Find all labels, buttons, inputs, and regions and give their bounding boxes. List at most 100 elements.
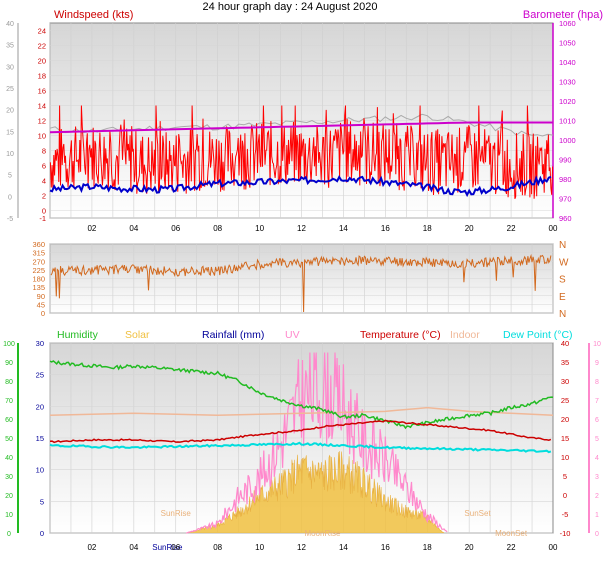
wind-ytick-12: 12 [38,117,46,126]
solar-area [186,451,445,534]
wind-ytick-8: 8 [42,147,46,156]
windspeed-line [49,105,554,199]
temp-ytick--10: -10 [560,529,571,538]
uv-ytick-2: 2 [595,493,599,500]
temp-ytick-10: 10 [561,453,569,462]
uv-ytick-7: 7 [595,398,599,405]
dir-ytick-135: 135 [32,283,45,292]
baro-ytick-1030: 1030 [559,78,576,87]
direction-line [50,253,552,313]
wind-ytick-22: 22 [38,42,46,51]
page-title: 24 hour graph day : 24 August 2020 [203,1,378,13]
baro-ytick-980: 980 [559,175,572,184]
wind-ytick-6: 6 [42,162,46,171]
legend-5: Indoor [450,329,480,341]
sunrise-axis-annotation: SunRise [152,543,183,552]
legend-2: Rainfall (mm) [202,329,264,341]
rain-ytick-5: 5 [40,497,44,506]
compass-N-4: N [559,309,566,320]
wind-ytick-14: 14 [38,102,46,111]
compass-S-2: S [559,275,566,286]
rain-ytick-20: 20 [36,402,44,411]
wind-xtick-10: 10 [255,224,264,233]
indoor-line [49,406,554,416]
rain-ytick-15: 15 [36,434,44,443]
climate-xtick-04: 04 [129,543,138,552]
legend-4: Temperature (°C) [360,329,441,341]
dir-ytick-90: 90 [37,292,45,301]
humidity-line [49,360,554,430]
humidity-ytick-70: 70 [5,398,13,405]
dir-ytick-360: 360 [32,240,45,249]
baro-ytick-1050: 1050 [559,39,576,48]
dewpoint-line [49,441,552,454]
humidity-ytick-30: 30 [5,474,13,481]
wind-baro-panel: -1024681012141618202224-5051015202530354… [6,9,603,233]
uv-ytick-8: 8 [595,379,599,386]
dir-ytick-225: 225 [32,266,45,275]
temp-ytick-40: 40 [561,339,569,348]
temp-ytick-25: 25 [561,396,569,405]
sunrise-annotation: SunRise [161,509,192,518]
uv-ytick-1: 1 [595,512,599,519]
temp-ytick-0: 0 [563,491,567,500]
dir-ytick-270: 270 [32,257,45,266]
climate-xtick-10: 10 [255,543,264,552]
temp-ytick-5: 5 [563,472,567,481]
baro-ytick-1020: 1020 [559,97,576,106]
climate-xtick-14: 14 [339,543,348,552]
climate-xtick-20: 20 [465,543,474,552]
wind-xtick-16: 16 [381,224,390,233]
climate-xtick-08: 08 [213,543,222,552]
wind-xtick-12: 12 [297,224,306,233]
compass-N-0: N [559,240,566,251]
wind-xtick-08: 08 [213,224,222,233]
humidity-ytick-50: 50 [5,436,13,443]
humidity-ytick-20: 20 [5,493,13,500]
uv-ytick-9: 9 [595,360,599,367]
uv-ytick-10: 10 [593,341,601,348]
uv-ytick-4: 4 [595,455,599,462]
climate-xtick-22: 22 [507,543,516,552]
climate-xtick-00: 00 [549,543,558,552]
temp-ytick-20: 20 [561,415,569,424]
wind-xtick-20: 20 [465,224,474,233]
temp-ytick-15: 15 [561,434,569,443]
wind-ytick-18: 18 [38,72,46,81]
wind-ytick2-35: 35 [6,43,14,50]
uv-ytick-3: 3 [595,474,599,481]
temp-ytick--5: -5 [562,510,569,519]
compass-E-3: E [559,292,566,303]
temp-ytick-30: 30 [561,377,569,386]
wind-ytick2-10: 10 [6,151,14,158]
dir-ytick-0: 0 [41,309,45,318]
dir-ytick-315: 315 [32,249,45,258]
wind-ytick-10: 10 [38,132,46,141]
wind-xtick-00: 00 [549,224,558,233]
wind-xtick-18: 18 [423,224,432,233]
wind-ytick-4: 4 [42,177,46,186]
humidity-ytick-90: 90 [5,360,13,367]
wind-ytick-2: 2 [42,192,46,201]
humidity-ytick-80: 80 [5,379,13,386]
uv-line [186,352,448,534]
wind-ytick2-40: 40 [6,21,14,28]
temp-ytick-35: 35 [561,358,569,367]
wind-ytick2-15: 15 [6,129,14,136]
baro-ytick-1060: 1060 [559,19,576,28]
climate-xtick-12: 12 [297,543,306,552]
average-wind-line [49,174,552,198]
wind-ytick--1: -1 [39,214,46,223]
rain-ytick-10: 10 [36,466,44,475]
climate-xtick-18: 18 [423,543,432,552]
wind-ytick-16: 16 [38,87,46,96]
wind-ytick2-20: 20 [6,108,14,115]
moonset-annotation: MoonSet [495,529,528,538]
humidity-ytick-60: 60 [5,417,13,424]
baro-ytick-1000: 1000 [559,136,576,145]
dir-ytick-180: 180 [32,275,45,284]
rain-ytick-30: 30 [36,339,44,348]
legend-0: Humidity [57,329,99,341]
